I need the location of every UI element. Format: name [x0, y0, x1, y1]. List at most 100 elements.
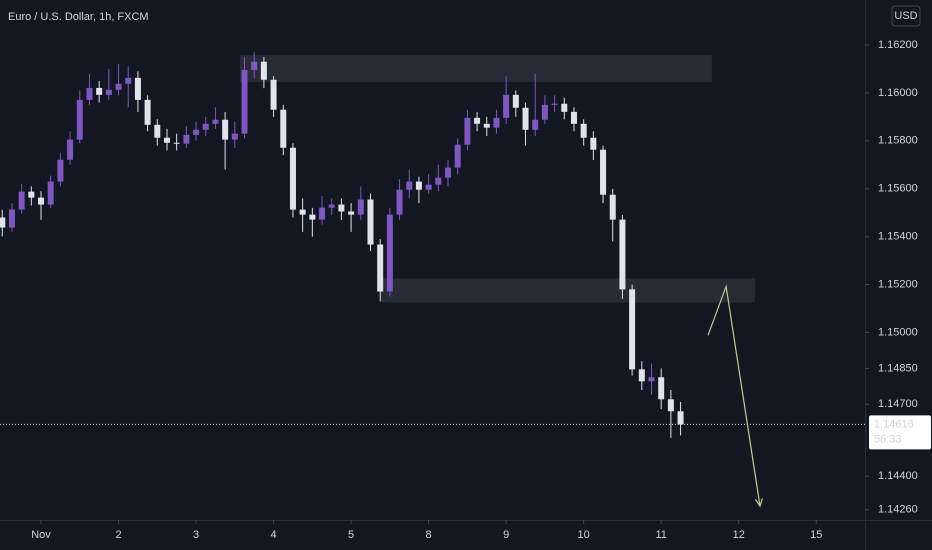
candle-body [270, 79, 277, 110]
y-tick-label: 1.16200 [878, 39, 918, 51]
candle-body [415, 181, 422, 190]
candle-body [222, 119, 229, 140]
y-tick-label: 1.14400 [878, 470, 918, 482]
zone [239, 54, 712, 82]
x-tick-label: 10 [578, 529, 590, 541]
projection-path [707, 284, 761, 507]
projection-arrowhead [754, 498, 763, 508]
candle-body [386, 214, 393, 292]
candle-body [202, 123, 209, 130]
candle-body [522, 107, 529, 130]
chart-title: Euro / U.S. Dollar, 1h, FXCM [8, 11, 149, 23]
candle-body [0, 217, 6, 228]
candle-body [134, 77, 141, 100]
candle-body [648, 377, 655, 382]
candle-body [677, 411, 684, 425]
candle-body [154, 124, 161, 138]
last-price-label: 1.14616 [874, 418, 914, 430]
candle-body [493, 117, 500, 128]
candle-body [309, 214, 316, 220]
candle-body [115, 83, 122, 90]
candle-body [580, 123, 587, 138]
candle-body [18, 191, 25, 210]
candle-body [125, 77, 132, 84]
y-tick-label: 1.15000 [878, 326, 918, 338]
candle-body [474, 117, 481, 124]
candle-body [367, 199, 374, 245]
candle-body [425, 184, 432, 190]
x-tick-label: 11 [655, 529, 666, 541]
x-tick-label: 2 [115, 529, 121, 541]
x-tick-label: 8 [426, 529, 432, 541]
candle-body [144, 99, 151, 125]
candle-body [396, 189, 403, 215]
candle-body [406, 181, 413, 190]
candle-body [67, 139, 74, 160]
candle-body [280, 109, 287, 148]
x-tick-label: 5 [348, 529, 354, 541]
candle-body [638, 369, 645, 382]
candle-body [619, 219, 626, 290]
candle-body [445, 167, 452, 178]
candle-body [609, 194, 616, 220]
currency-box[interactable] [891, 5, 921, 27]
x-tick-label: 12 [733, 529, 745, 541]
candle-body [570, 111, 577, 124]
candle-body [299, 209, 306, 215]
y-tick-label: 1.15400 [878, 231, 918, 243]
candle-body [28, 191, 35, 198]
candle-body [561, 103, 568, 112]
candle-body [590, 137, 597, 150]
candle-body [173, 142, 180, 144]
candle-body [435, 177, 442, 185]
candle-body [241, 69, 248, 134]
candle-body [105, 89, 112, 95]
candle-body [464, 117, 471, 145]
y-tick-label: 1.16000 [878, 87, 918, 99]
candle-body [260, 61, 267, 80]
y-tick-label: 1.14260 [878, 504, 918, 516]
x-tick-label: 4 [271, 529, 277, 541]
candle-body [57, 159, 64, 182]
y-tick-label: 1.15800 [878, 135, 918, 147]
candle-body [338, 204, 345, 212]
candle-body [503, 94, 510, 118]
y-tick-label: 1.15600 [878, 183, 918, 195]
countdown-label: 56:33 [874, 433, 902, 445]
x-tick-label: Nov [31, 529, 51, 541]
candle-body [251, 61, 258, 70]
candle-body [319, 207, 326, 220]
candle-body [86, 87, 93, 100]
candle-body [483, 123, 490, 128]
candle-body [454, 144, 461, 168]
candle-body [47, 181, 54, 205]
candle-body [183, 134, 190, 144]
x-tick-label: 9 [503, 529, 509, 541]
candle-body [512, 94, 519, 108]
candle-body [600, 149, 607, 195]
candle-body [289, 147, 296, 210]
candle-body [193, 129, 200, 135]
currency[interactable]: USD [894, 10, 917, 22]
candle-body [231, 133, 238, 140]
zone [380, 278, 755, 303]
candle-body [629, 289, 636, 370]
candle-body [532, 119, 539, 130]
candle-body [377, 244, 384, 292]
candle-body [96, 87, 103, 95]
candle-body [163, 137, 170, 143]
candle-body [658, 377, 665, 400]
x-tick-label: 15 [810, 529, 822, 541]
candle-body [76, 99, 83, 140]
y-tick-label: 1.15200 [878, 278, 918, 290]
candle-body [38, 197, 45, 205]
x-tick-label: 3 [193, 529, 199, 541]
candle-body [8, 209, 15, 228]
candle-body [551, 103, 558, 105]
candle-body [667, 399, 674, 412]
last-price-box [869, 415, 931, 450]
y-tick-label: 1.14850 [878, 362, 918, 374]
candle-body [357, 199, 364, 215]
